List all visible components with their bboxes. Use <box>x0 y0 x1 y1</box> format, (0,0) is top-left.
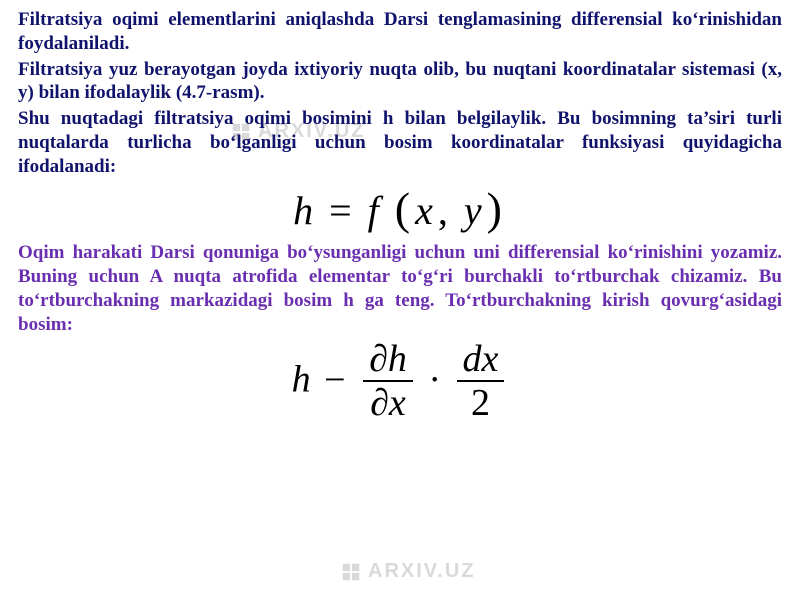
eq1-h: h <box>293 188 314 233</box>
paragraph-1: Filtratsiya oqimi elementlarini aniqlash… <box>18 8 782 56</box>
watermark-text: ARXIV.UZ <box>368 560 476 583</box>
eq2-f1-den-x: x <box>389 382 406 424</box>
eq1-x: x <box>415 188 434 233</box>
eq2-f1-num-d: ∂ <box>369 338 388 380</box>
slide-content: Filtratsiya oqimi elementlarini aniqlash… <box>0 0 800 426</box>
eq2-f2-den: 2 <box>471 382 490 424</box>
eq2-h: h <box>292 359 311 401</box>
eq1-f: f <box>368 188 380 233</box>
eq2-f2-num-x: x <box>482 338 499 380</box>
eq2-f1-num-h: h <box>388 338 407 380</box>
eq2-f1-den-d: ∂ <box>370 382 389 424</box>
eq1-lparen: ( <box>391 183 415 234</box>
eq2-frac1: ∂h ∂x <box>363 340 413 426</box>
eq2-frac2: dx 2 <box>457 340 505 426</box>
paragraph-2: Filtratsiya yuz berayotgan joyda ixtiyor… <box>18 58 782 106</box>
paragraph-4: Oqim harakati Darsi qonuniga bo‘ysunganl… <box>18 241 782 336</box>
eq2-minus: − <box>320 359 349 401</box>
eq1-equals: = <box>325 188 357 233</box>
eq1-comma: , <box>434 188 453 233</box>
equation-2: h − ∂h ∂x · dx 2 <box>18 340 782 426</box>
eq1-rparen: ) <box>483 183 507 234</box>
equation-1: h = f (x, y) <box>18 182 782 235</box>
eq2-dot: · <box>426 359 443 401</box>
paragraph-3: Shu nuqtadagi filtratsiya oqimi bosimini… <box>18 107 782 178</box>
eq2-f2-num-d: d <box>463 338 482 380</box>
watermark-bottom: ARXIV.UZ <box>340 560 476 583</box>
eq1-y: y <box>464 188 483 233</box>
watermark-icon <box>340 561 362 583</box>
